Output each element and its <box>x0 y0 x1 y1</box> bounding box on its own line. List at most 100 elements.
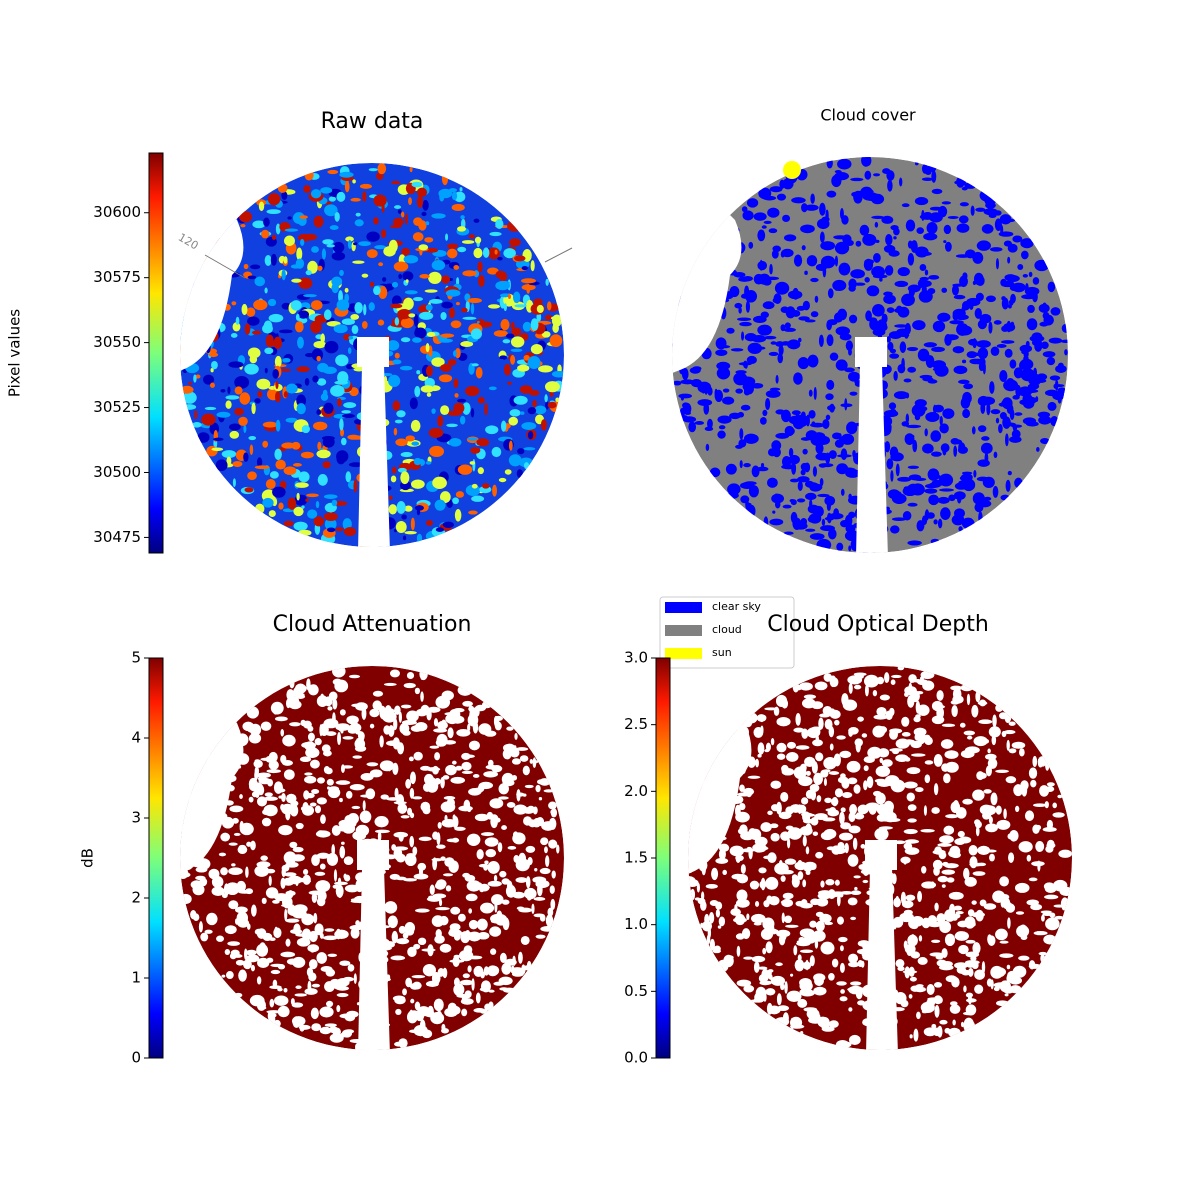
image-blob <box>864 277 870 283</box>
image-blob <box>485 425 499 435</box>
image-blob <box>424 237 434 243</box>
image-blob <box>461 240 475 244</box>
image-blob <box>768 895 780 906</box>
image-blob <box>273 927 282 939</box>
image-blob <box>275 459 286 470</box>
image-blob <box>1038 951 1048 956</box>
image-blob <box>209 382 215 388</box>
image-blob <box>280 754 287 764</box>
image-blob <box>883 244 896 253</box>
image-blob <box>701 920 713 932</box>
image-blob <box>343 333 351 341</box>
image-blob <box>872 303 885 317</box>
image-blob <box>782 214 791 223</box>
image-blob <box>836 916 844 925</box>
image-blob <box>915 714 921 719</box>
image-blob <box>275 223 281 235</box>
angle-line <box>544 247 573 263</box>
image-blob <box>234 992 243 998</box>
image-blob <box>1027 304 1035 314</box>
image-blob <box>453 378 459 388</box>
image-blob <box>235 959 245 966</box>
image-blob <box>919 276 929 281</box>
image-blob <box>336 992 349 998</box>
image-blob <box>848 825 861 834</box>
image-blob <box>535 784 541 793</box>
image-blob <box>317 362 329 373</box>
image-blob <box>815 435 825 440</box>
image-blob <box>351 324 359 335</box>
image-blob <box>957 323 964 331</box>
image-blob <box>809 955 815 967</box>
image-blob <box>287 216 292 220</box>
image-blob <box>256 861 271 868</box>
image-blob <box>914 161 919 166</box>
image-blob <box>246 841 252 847</box>
image-blob <box>389 224 402 229</box>
image-blob <box>974 984 984 994</box>
image-blob <box>377 163 387 175</box>
image-blob <box>715 349 728 357</box>
image-blob <box>398 832 404 842</box>
image-blob <box>826 334 834 347</box>
image-blob <box>797 476 810 483</box>
image-blob <box>398 925 406 934</box>
image-blob <box>523 447 536 451</box>
image-blob <box>678 393 693 399</box>
image-blob <box>735 898 750 908</box>
image-blob <box>471 978 475 991</box>
image-blob <box>978 362 985 372</box>
image-blob <box>784 322 791 329</box>
image-blob <box>437 821 442 829</box>
image-blob <box>238 969 247 982</box>
image-blob <box>1040 953 1045 963</box>
image-blob <box>317 473 328 486</box>
image-blob <box>397 209 402 214</box>
image-blob <box>420 691 424 702</box>
image-blob <box>984 739 990 744</box>
image-blob <box>700 900 707 911</box>
image-blob <box>903 327 910 339</box>
image-blob <box>341 318 356 326</box>
image-blob <box>435 695 451 709</box>
image-blob <box>840 989 845 994</box>
image-blob <box>910 934 916 947</box>
image-blob <box>907 284 921 293</box>
image-blob <box>739 321 752 327</box>
image-blob <box>690 888 696 901</box>
image-blob <box>737 411 745 418</box>
image-blob <box>268 760 279 770</box>
image-blob <box>541 331 551 338</box>
image-blob <box>402 271 414 281</box>
image-blob <box>1061 323 1068 333</box>
image-blob <box>393 528 398 533</box>
sky-image <box>688 666 1072 1050</box>
image-blob <box>738 439 747 448</box>
colorbar-tick-label: 0 <box>131 1049 141 1067</box>
image-blob <box>406 671 415 680</box>
image-blob <box>225 395 240 400</box>
image-blob <box>813 986 827 996</box>
image-blob <box>286 734 293 747</box>
image-blob <box>506 726 514 731</box>
image-blob <box>855 989 863 1000</box>
image-blob <box>287 497 297 510</box>
image-blob <box>461 307 468 313</box>
image-blob <box>781 869 794 875</box>
image-blob <box>861 157 871 167</box>
image-blob <box>347 434 360 440</box>
image-blob <box>283 256 288 264</box>
image-blob <box>949 320 964 325</box>
image-blob <box>903 378 912 383</box>
image-blob <box>228 867 243 876</box>
image-blob <box>380 794 389 800</box>
image-blob <box>343 856 354 866</box>
image-blob <box>748 241 754 249</box>
image-blob <box>789 427 795 435</box>
image-blob <box>999 953 1014 958</box>
image-blob <box>968 352 982 357</box>
image-blob <box>770 341 777 345</box>
image-blob <box>842 699 858 711</box>
image-blob <box>293 521 308 531</box>
image-blob <box>894 280 909 288</box>
